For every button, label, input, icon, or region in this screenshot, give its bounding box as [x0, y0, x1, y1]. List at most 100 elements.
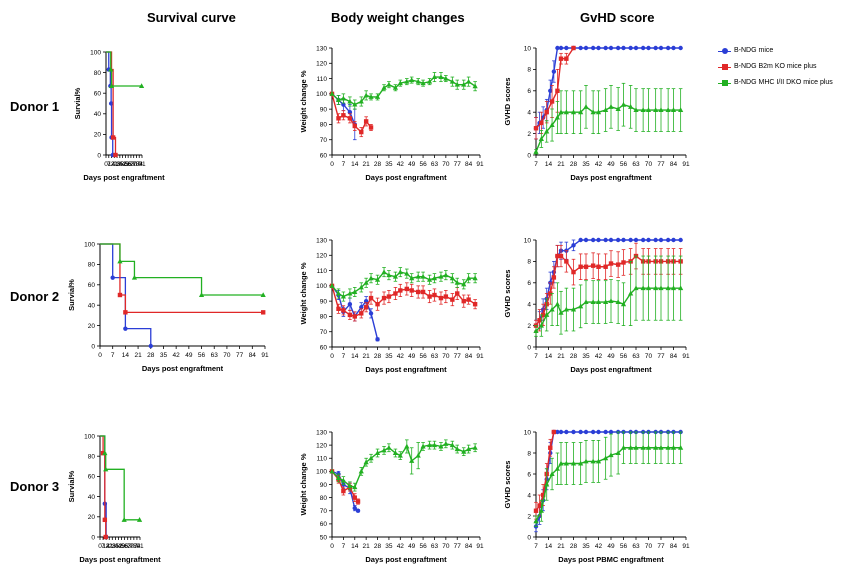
data-point [653, 45, 658, 51]
y-axis-label: GVHD scores [503, 270, 512, 318]
data-point [386, 81, 392, 87]
data-point [645, 285, 652, 291]
data-point [615, 299, 621, 305]
data-point [117, 258, 123, 264]
data-point [590, 263, 596, 268]
data-point [368, 295, 374, 301]
x-tick-label: 91 [261, 352, 269, 359]
x-tick-label: 77 [454, 353, 462, 360]
y-tick-label: 4 [527, 492, 531, 499]
data-point [363, 119, 369, 124]
series-line [535, 431, 555, 512]
data-point [340, 477, 346, 483]
data-point [148, 343, 153, 349]
data-point [352, 101, 358, 107]
data-point [355, 508, 361, 513]
x-tick-label: 42 [119, 161, 127, 168]
data-point [590, 299, 596, 305]
data-point [628, 45, 633, 51]
data-point [578, 109, 584, 115]
data-point [628, 237, 633, 243]
data-point [381, 84, 387, 90]
data-point [555, 88, 560, 93]
data-point [551, 69, 557, 74]
x-tick-label: 0 [104, 161, 108, 168]
data-point [538, 136, 544, 141]
data-point [537, 503, 542, 508]
x-tick-label: 77 [657, 353, 665, 360]
data-point [544, 312, 550, 317]
data-point [420, 80, 426, 86]
x-tick-label: 21 [557, 161, 565, 168]
y-tick-label: 0 [97, 152, 101, 159]
data-point [537, 318, 542, 323]
y-tick-label: 6 [527, 471, 531, 478]
x-tick-label: 49 [607, 353, 615, 360]
x-tick-label: 77 [454, 543, 462, 550]
data-point [341, 102, 346, 107]
x-tick-label: 84 [670, 543, 678, 550]
x-tick-label: 28 [113, 161, 121, 168]
data-point [136, 517, 143, 522]
data-point [108, 66, 114, 72]
x-tick-label: 14 [122, 352, 130, 359]
data-point [368, 455, 374, 461]
y-tick-label: 90 [320, 482, 328, 489]
x-tick-label: 77 [657, 161, 665, 168]
data-point [198, 292, 205, 297]
data-point [615, 106, 621, 111]
data-point [397, 269, 403, 275]
x-tick-label: 56 [198, 352, 206, 359]
x-tick-label: 77 [130, 543, 138, 550]
data-point [533, 126, 539, 131]
x-tick-label: 77 [133, 161, 141, 168]
x-tick-label: 91 [138, 161, 146, 168]
data-point [472, 444, 478, 450]
data-point [415, 78, 421, 84]
y-tick-label: 2 [527, 513, 531, 520]
data-point [359, 129, 364, 135]
data-point [352, 495, 357, 500]
y-tick-label: 0 [91, 343, 95, 350]
data-point [596, 45, 601, 51]
data-point [472, 83, 478, 89]
x-tick-label: 28 [147, 352, 155, 359]
data-point [363, 92, 369, 98]
row-label-donor-1: Donor 1 [10, 99, 60, 114]
data-point [595, 109, 602, 115]
y-axis-label: Weight change % [299, 70, 308, 132]
x-tick-label: 63 [124, 543, 132, 550]
y-tick-label: 100 [84, 433, 95, 440]
data-point [415, 452, 421, 458]
data-point [671, 237, 676, 243]
data-point [608, 104, 614, 109]
x-tick-label: 28 [374, 353, 382, 360]
data-point [461, 448, 467, 454]
row-label-donor-2: Donor 2 [10, 289, 60, 304]
x-tick-label: 21 [557, 353, 565, 360]
data-point [665, 237, 671, 243]
data-point [633, 444, 639, 450]
x-tick-label: 63 [211, 352, 219, 359]
x-axis-label: Days post engraftment [365, 173, 447, 182]
y-tick-label: 10 [524, 237, 532, 244]
x-tick-label: 42 [397, 543, 405, 550]
data-point [590, 237, 596, 243]
data-point [461, 298, 466, 304]
y-tick-label: 0 [527, 534, 531, 541]
data-point [341, 113, 346, 118]
data-point [554, 114, 561, 120]
y-tick-label: 6 [527, 280, 531, 287]
data-point [108, 101, 114, 106]
x-tick-label: 7 [107, 161, 111, 168]
x-tick-label: 14 [351, 543, 359, 550]
data-point [392, 84, 399, 90]
data-point [347, 483, 353, 488]
data-point [658, 107, 664, 113]
data-point [558, 109, 564, 115]
data-point [583, 45, 589, 51]
x-tick-label: 7 [342, 161, 346, 168]
data-point [426, 442, 433, 448]
y-tick-label: 80 [94, 70, 102, 77]
data-point [472, 275, 478, 281]
